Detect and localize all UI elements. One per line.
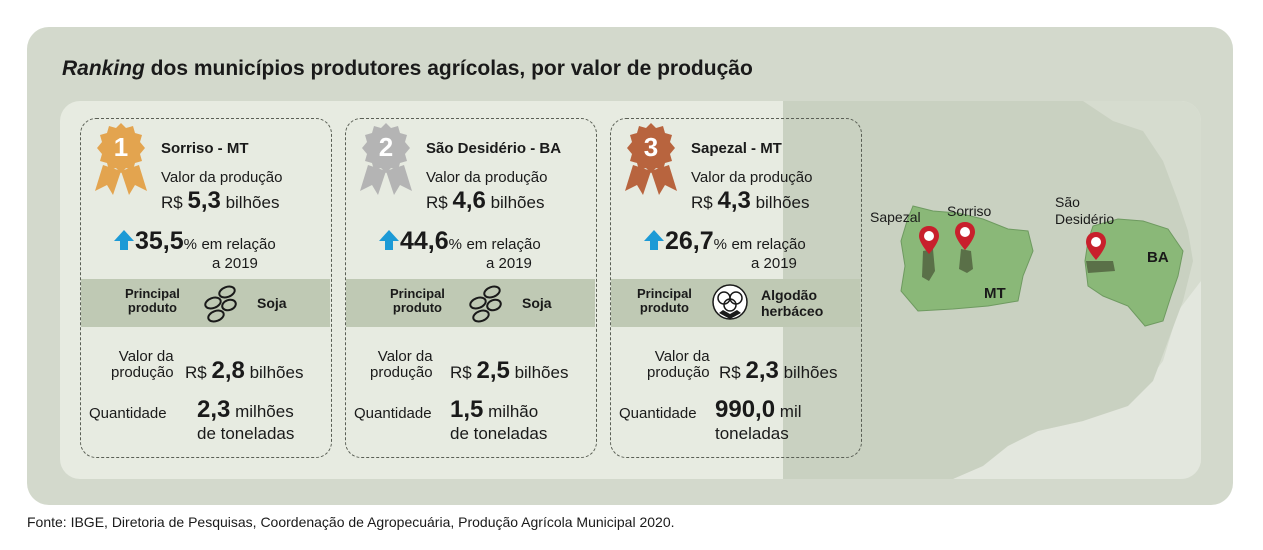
brazil-map: Sapezal Sorriso São Desidério MT BA bbox=[783, 101, 1201, 479]
quantity-label: Quantidade bbox=[89, 405, 167, 422]
map-label-ba: BA bbox=[1147, 249, 1169, 266]
value-amount: R$ 4,6 bilhões bbox=[426, 187, 545, 214]
svg-text:1: 1 bbox=[114, 132, 128, 162]
cotton-icon bbox=[712, 284, 748, 320]
title-italic: Ranking bbox=[62, 57, 145, 80]
svg-text:3: 3 bbox=[644, 132, 658, 162]
value-label: Valor da produção bbox=[161, 169, 283, 186]
main-product-name: Algodão herbáceo bbox=[761, 287, 824, 319]
value-amount: R$ 4,3 bilhões bbox=[691, 187, 810, 214]
ranking-card-2: 2 São Desidério - BA Valor da produção R… bbox=[345, 118, 597, 458]
quantity-amount: 1,5 milhão de toneladas bbox=[450, 396, 548, 444]
map-label-mt: MT bbox=[984, 285, 1006, 302]
growth-indicator: 26,7% em relação bbox=[643, 227, 806, 256]
main-product-label: Principal produto bbox=[390, 286, 445, 315]
soybean-icon bbox=[469, 285, 502, 323]
product-value-amount: R$ 2,5 bilhões bbox=[450, 357, 569, 384]
quantity-label: Quantidade bbox=[619, 405, 697, 422]
silver-medal-icon: 2 bbox=[360, 123, 412, 195]
main-product-name: Soja bbox=[522, 295, 552, 311]
ranking-card-1: 1 Sorriso - MT Valor da produção R$ 5,3 … bbox=[80, 118, 332, 458]
value-label: Valor da produção bbox=[426, 169, 548, 186]
arrow-up-icon bbox=[379, 230, 399, 250]
main-product-name: Soja bbox=[257, 295, 287, 311]
product-value-amount: R$ 2,3 bilhões bbox=[719, 357, 838, 384]
ba-state bbox=[1084, 218, 1184, 327]
map-graphic bbox=[783, 101, 1201, 479]
map-label-sapezal: Sapezal bbox=[870, 209, 921, 225]
sapezal-pin-icon bbox=[919, 226, 939, 254]
gold-medal-icon: 1 bbox=[95, 123, 147, 195]
main-product-label: Principal produto bbox=[637, 286, 692, 315]
map-label-sao-desiderio: São Desidério bbox=[1055, 194, 1115, 227]
product-value-label: Valor da produção bbox=[647, 348, 710, 381]
growth-year: a 2019 bbox=[212, 255, 258, 272]
city-name: Sorriso - MT bbox=[161, 140, 249, 157]
map-label-sorriso: Sorriso bbox=[947, 203, 992, 219]
main-product-band: Principal produto Soja bbox=[81, 279, 330, 327]
sapezal-area bbox=[922, 249, 935, 281]
quantity-amount: 2,3 milhões de toneladas bbox=[197, 396, 295, 444]
title-rest: dos municípios produtores agrícolas, por… bbox=[144, 57, 753, 80]
value-label: Valor da produção bbox=[691, 169, 813, 186]
main-product-label: Principal produto bbox=[125, 286, 180, 315]
arrow-up-icon bbox=[644, 230, 664, 250]
product-value-label: Valor da produção bbox=[111, 348, 174, 381]
ranking-card-3: 3 Sapezal - MT Valor da produção R$ 4,3 … bbox=[610, 118, 862, 458]
product-value-amount: R$ 2,8 bilhões bbox=[185, 357, 304, 384]
sorriso-area bbox=[959, 249, 973, 273]
quantity-label: Quantidade bbox=[354, 405, 432, 422]
quantity-amount: 990,0 mil toneladas bbox=[715, 396, 802, 444]
page-title: Ranking dos municípios produtores agríco… bbox=[62, 57, 753, 81]
svg-text:2: 2 bbox=[379, 132, 393, 162]
main-product-band: Principal produto Soja bbox=[346, 279, 595, 327]
sao-desiderio-area bbox=[1086, 261, 1115, 273]
main-product-band: Principal produto Algodão herbáceo bbox=[611, 279, 860, 327]
sao-desiderio-pin-icon bbox=[1086, 232, 1106, 260]
bronze-medal-icon: 3 bbox=[625, 123, 677, 195]
soybean-icon bbox=[204, 285, 237, 323]
source-note: Fonte: IBGE, Diretoria de Pesquisas, Coo… bbox=[27, 514, 675, 530]
city-name: São Desidério - BA bbox=[426, 140, 562, 157]
growth-year: a 2019 bbox=[486, 255, 532, 272]
arrow-up-icon bbox=[114, 230, 134, 250]
value-amount: R$ 5,3 bilhões bbox=[161, 187, 280, 214]
sorriso-pin-icon bbox=[955, 222, 975, 250]
growth-indicator: 44,6% em relação bbox=[378, 227, 541, 256]
product-value-label: Valor da produção bbox=[370, 348, 433, 381]
growth-indicator: 35,5% em relação bbox=[113, 227, 276, 256]
city-name: Sapezal - MT bbox=[691, 140, 782, 157]
growth-year: a 2019 bbox=[751, 255, 797, 272]
